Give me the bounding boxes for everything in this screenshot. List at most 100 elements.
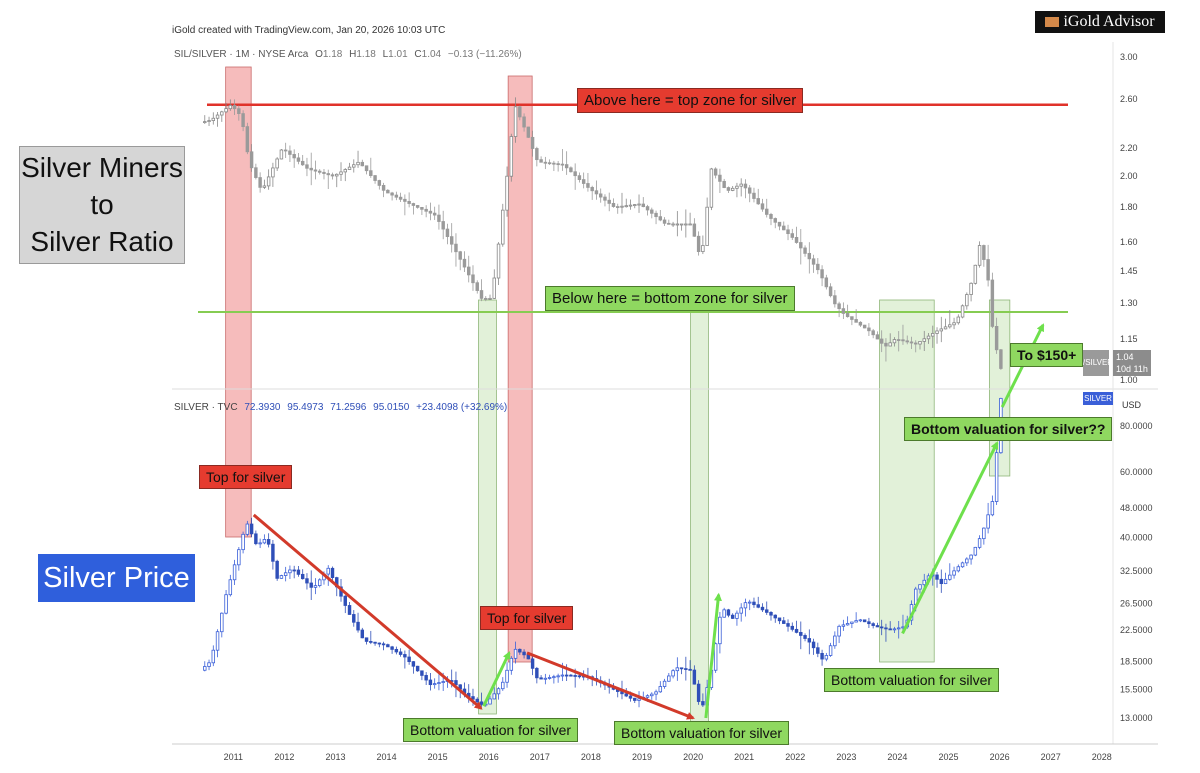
silver-candle-body	[292, 569, 296, 572]
ratio-candle-body	[833, 295, 837, 305]
ratio-candle-body	[501, 209, 505, 245]
silver-candle-body	[573, 675, 577, 677]
ratio-candle-body	[254, 167, 258, 178]
silver-candle-body	[539, 677, 543, 680]
ratio-candle-body	[726, 187, 731, 191]
silver-candle-body	[637, 698, 641, 701]
silver-candle-body	[990, 501, 995, 516]
ratio-candle-body	[513, 106, 518, 137]
ratio-candle-body	[237, 108, 241, 115]
ratio-candle-body	[914, 342, 918, 345]
silver-candle-body	[722, 609, 726, 618]
silver-candle-body	[896, 627, 901, 630]
silver-candle-body	[475, 698, 479, 703]
ratio-candle-body	[577, 175, 582, 180]
silver-candle-body	[245, 523, 250, 535]
ratio-candle-body	[279, 149, 284, 160]
silver-candle-body	[679, 667, 684, 670]
silver-candle-body	[254, 533, 258, 545]
silver-l: 71.2596	[330, 402, 367, 413]
ratio-candle-body	[326, 173, 330, 176]
ratio-candle-body	[215, 114, 220, 119]
ratio-title-line-1: Silver Miners	[21, 152, 183, 183]
ratio-candle-body	[552, 162, 556, 165]
ratio-candle-body	[573, 171, 577, 177]
x-tick: 2028	[1092, 752, 1112, 762]
top-zone-label: Above here = top zone for silver	[577, 88, 804, 113]
ratio-candle-body	[960, 305, 965, 318]
ratio-candle-body	[909, 341, 914, 344]
silver-candle-body	[415, 665, 420, 672]
silver-candle-body	[283, 572, 288, 576]
x-tick: 2013	[325, 752, 345, 762]
ratio-candle-body	[896, 339, 901, 341]
ratio-candle-body	[675, 223, 680, 226]
axes: 3.00 2.60 2.20 2.00 1.80 1.60 1.45 1.30 1.15 1.00…	[224, 52, 1153, 762]
ratio-candle-body	[803, 247, 807, 254]
silver-candle-body	[249, 523, 254, 535]
silver-candle-body	[215, 631, 220, 651]
ratio-last-value: 1.04	[1116, 352, 1134, 362]
ratio-l-label: L	[382, 49, 389, 60]
ratio-candle-body	[965, 294, 969, 307]
ratio-candle-body	[488, 297, 492, 300]
brand-logo: iGold Advisor	[1035, 11, 1165, 33]
ratio-candle-body	[799, 242, 803, 249]
ratio-candle-body	[743, 183, 748, 189]
silver-candle-body	[973, 546, 978, 556]
created-note: iGold created with TradingView.com, Jan …	[172, 25, 446, 36]
silver-candle-body	[824, 655, 829, 660]
ratio-candle-body	[990, 279, 995, 327]
ratio-candle-body	[586, 183, 590, 188]
silver-candle-body	[330, 567, 335, 578]
ratio-candle-body	[679, 223, 684, 226]
ratio-h-label: H	[349, 49, 357, 60]
ratio-candle-body	[722, 180, 726, 188]
ratio-candle-body	[931, 333, 935, 337]
silver-candle-body	[552, 676, 556, 679]
silver-y-tick: 26.5000	[1120, 599, 1153, 609]
ratio-y-tick: 1.45	[1120, 266, 1138, 276]
ratio-candle-body	[645, 206, 650, 211]
silver-candle-body	[522, 651, 526, 656]
silver-candle-body	[918, 584, 922, 590]
silver-candle-body	[271, 543, 275, 562]
silver-candle-body	[505, 669, 509, 683]
silver-candle-body	[794, 628, 799, 633]
ratio-candle-body	[560, 163, 565, 166]
silver-candle-body	[343, 595, 347, 606]
ratio-last-price-tag: 1.04 10d 11h	[1113, 350, 1151, 376]
ratio-candle-body	[867, 327, 871, 332]
ratio-candle-body	[701, 245, 705, 252]
silver-candle-body	[513, 648, 518, 659]
ratio-candle-body	[283, 149, 288, 152]
ratio-candle-body	[786, 229, 790, 235]
ratio-candle-body	[211, 117, 216, 121]
ratio-candle-body	[454, 243, 458, 253]
x-tick: 2019	[632, 752, 652, 762]
ratio-candle-body	[526, 126, 531, 138]
ratio-candle-body	[535, 148, 539, 161]
silver-candle-body	[356, 621, 360, 631]
silver-candle-body	[875, 625, 880, 628]
silver-candle-body	[296, 569, 301, 575]
silver-candle-body	[479, 701, 484, 705]
bottom-valuation-question-label: Bottom valuation for silver??	[904, 417, 1113, 441]
gold-bar-icon	[1045, 17, 1060, 27]
trend-line-up	[704, 592, 722, 719]
ratio-candle-body	[403, 198, 407, 202]
silver-y-tick: 80.0000	[1120, 421, 1153, 431]
silver-candle-body	[790, 625, 795, 630]
silver-candle-body	[888, 628, 892, 631]
ratio-candle-body	[794, 237, 799, 243]
ratio-candle-body	[364, 165, 369, 172]
silver-candle-body	[628, 695, 633, 699]
ratio-y-tick: 1.30	[1120, 298, 1138, 308]
ratio-candle-body	[952, 322, 956, 326]
silver-candle-body	[765, 609, 769, 613]
silver-candle-body	[390, 646, 394, 650]
silver-candle-body	[743, 602, 748, 609]
silver-candle-body	[501, 681, 505, 690]
silver-candle-body	[845, 623, 850, 626]
